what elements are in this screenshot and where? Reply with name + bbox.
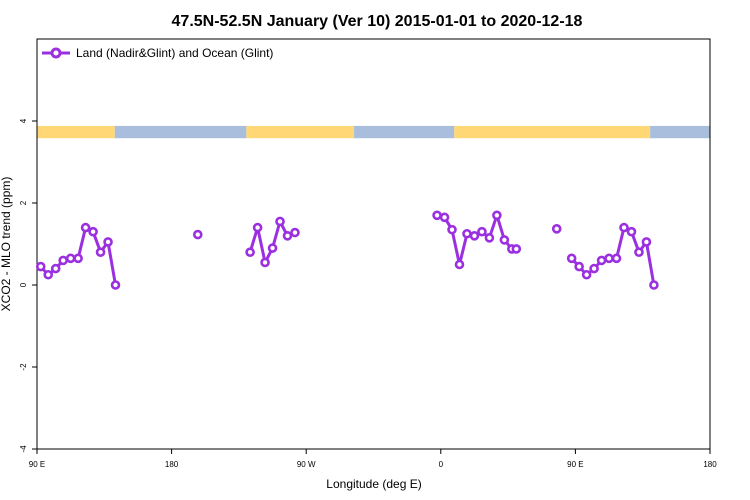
x-axis: 90 E 180 90 W 0 90 E 180 [29,449,717,469]
y-tick-label: -2 [19,363,28,371]
plot-frame [36,38,711,450]
data-point [619,222,629,233]
x-tick-label: 180 [703,460,717,469]
land-ocean-mask [37,125,710,139]
x-tick-label: 0 [439,460,444,469]
data-point [192,229,203,240]
data-point [50,263,61,274]
series-layer [35,210,659,290]
x-tick-label: 90 E [567,460,583,469]
data-point [35,261,46,272]
legend-marker [50,47,62,59]
data-point [88,226,98,237]
data-point [581,269,592,280]
mask-segment-ocean [114,125,247,139]
data-point [477,226,487,237]
data-point [275,216,285,227]
x-tick-label: 90 E [29,460,45,469]
mask-segment-ocean [354,125,455,139]
data-point [469,231,480,241]
mask-segment-ocean [650,125,710,139]
data-point [110,280,121,290]
data-point [484,233,495,243]
data-point [634,247,644,257]
data-point [454,259,465,270]
y-tick-label: -4 [19,445,28,453]
data-point [641,237,652,247]
data-point [80,222,91,233]
data-point [65,253,76,264]
data-point [290,227,300,238]
data-point [252,222,263,233]
y-axis: -4 -2 0 2 4 [19,118,37,453]
data-point [58,255,68,266]
data-point [492,210,502,221]
data-point [611,253,622,264]
data-point [282,231,293,241]
data-point [596,255,607,266]
y-tick-label: 2 [19,200,28,205]
y-tick-label: 0 [19,282,28,287]
data-point [432,210,442,221]
mask-segment-land [246,125,355,139]
mask-segment-land [37,125,115,139]
data-point [260,257,270,268]
chart-title: 47.5N-52.5N January (Ver 10) 2015-01-01 … [172,13,583,30]
data-point [439,212,450,223]
data-point [95,247,106,257]
y-axis-label: XCO2 - MLO trend (ppm) [0,177,13,312]
data-point [267,243,278,253]
data-point [245,247,255,257]
data-point [551,224,562,234]
data-point [604,253,614,264]
y-tick-label: 4 [19,118,28,123]
data-point [73,253,83,264]
data-point [574,261,584,272]
x-tick-label: 180 [165,460,179,469]
legend: Land (Nadir&Glint) and Ocean (Glint) [42,46,273,60]
x-axis-label: Longitude (deg E) [326,477,421,491]
data-point [462,228,472,239]
data-point [511,244,522,254]
data-point [589,263,599,274]
data-point [566,253,577,264]
data-point [103,237,113,247]
x-tick-label: 90 W [297,460,316,469]
data-point [626,226,637,237]
legend-label: Land (Nadir&Glint) and Ocean (Glint) [76,46,273,60]
mask-segment-land [454,125,651,139]
data-point [43,269,54,280]
data-point [499,235,510,245]
data-point [447,224,457,235]
data-point [649,280,659,290]
